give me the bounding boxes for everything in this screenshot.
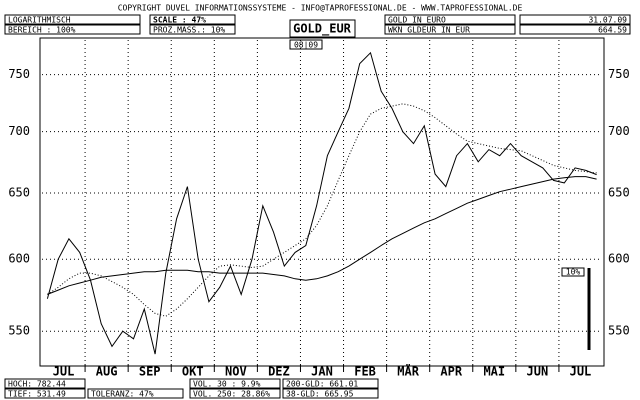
x-tick-label: APR <box>440 365 462 379</box>
x-tick-label: SEP <box>139 365 161 379</box>
x-tick-label: JUN <box>527 365 549 379</box>
instrument: GOLD IN EURO <box>388 16 446 25</box>
price-line <box>46 51 597 355</box>
price-line <box>47 176 597 295</box>
range: BEREICH : 100% <box>8 26 76 35</box>
scale: SCALE : 47% <box>153 16 206 25</box>
x-tick-label: JAN <box>311 365 333 379</box>
x-tick-label: DEZ <box>268 365 290 379</box>
y-tick-label-right: 700 <box>608 124 630 138</box>
vol30: VOL. 30 : 9.9% <box>193 380 261 389</box>
percent: PROZ.MASS.: 10% <box>153 26 225 35</box>
high: HOCH: 782.44 <box>8 380 66 389</box>
y-tick-label-right: 600 <box>608 252 630 266</box>
copyright: COPYRIGHT DUVEL INFORMATIONSSYSTEME - IN… <box>118 4 523 13</box>
y-tick-label: 700 <box>8 124 30 138</box>
y-tick-label-right: 550 <box>608 324 630 338</box>
scale-mode: LOGARITHMISCH <box>8 16 71 25</box>
y-tick-label-right: 650 <box>608 185 630 199</box>
x-tick-label: OKT <box>182 365 204 379</box>
y-tick-label: 750 <box>8 67 30 81</box>
tolerance: TOLERANZ: 47% <box>91 390 154 399</box>
chart-title: GOLD_EUR <box>293 22 352 37</box>
y-tick-label: 550 <box>8 324 30 338</box>
x-tick-label: JUL <box>570 365 592 379</box>
x-tick-label: NOV <box>225 365 247 379</box>
x-tick-label: JUL <box>53 365 75 379</box>
y-tick-label: 650 <box>8 185 30 199</box>
header-boxes <box>4 14 631 399</box>
last-price: 664.59 <box>598 26 627 35</box>
gld200: 200-GLD: 661.01 <box>286 380 358 389</box>
x-tick-label: MAI <box>483 365 505 379</box>
date: 31.07.09 <box>588 16 627 25</box>
gld38: 38-GLD: 665.95 <box>286 390 354 399</box>
vol250: VOL. 250: 28.86% <box>193 390 270 399</box>
y-tick-label-right: 750 <box>608 67 630 81</box>
x-tick-label: FEB <box>354 365 376 379</box>
x-tick-label: AUG <box>96 365 118 379</box>
scale-bar-label: 10% <box>566 268 581 277</box>
low: TIEF: 531.49 <box>8 390 66 399</box>
y-tick-label: 600 <box>8 252 30 266</box>
period: 08|09 <box>294 41 318 50</box>
x-tick-label: MÄR <box>397 364 419 379</box>
price-line <box>47 103 597 317</box>
wkn: WKN GLDEUR IN EUR <box>388 26 470 35</box>
